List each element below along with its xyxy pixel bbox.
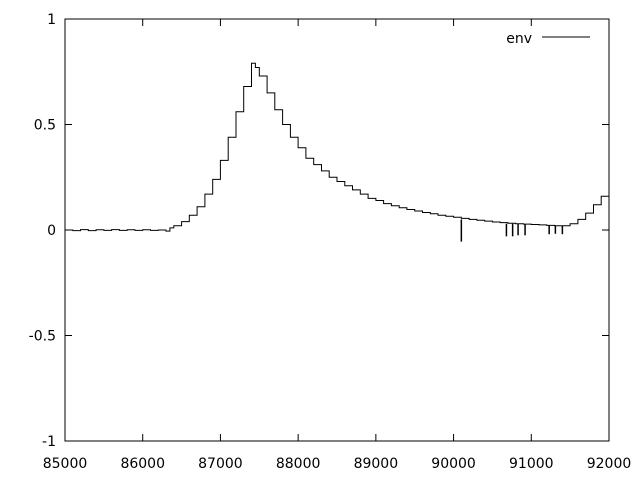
x-tick-label: 88000	[276, 456, 321, 472]
y-tick-label: 0	[47, 223, 56, 239]
x-tick-label: 86000	[120, 456, 165, 472]
y-tick-label: 0.5	[34, 118, 56, 134]
x-tick-label: 85000	[43, 456, 88, 472]
y-tick-label: 1	[47, 12, 56, 28]
tick-labels: 85000 86000 87000 88000 89000 90000 91000 92000…	[29, 12, 632, 472]
plot-frame	[64, 18, 610, 442]
legend-label-env: env	[506, 31, 532, 47]
y-tick-label: -0.5	[29, 329, 56, 345]
y-tick-label: -1	[42, 434, 56, 450]
x-tick-label: 91000	[509, 456, 554, 472]
x-tick-label: 87000	[198, 456, 243, 472]
series-line-env	[65, 62, 610, 232]
x-tick-label: 90000	[431, 456, 476, 472]
legend: env	[506, 31, 590, 47]
series-layer	[65, 62, 610, 242]
x-tick-label: 92000	[587, 456, 632, 472]
x-tick-label: 89000	[354, 456, 399, 472]
